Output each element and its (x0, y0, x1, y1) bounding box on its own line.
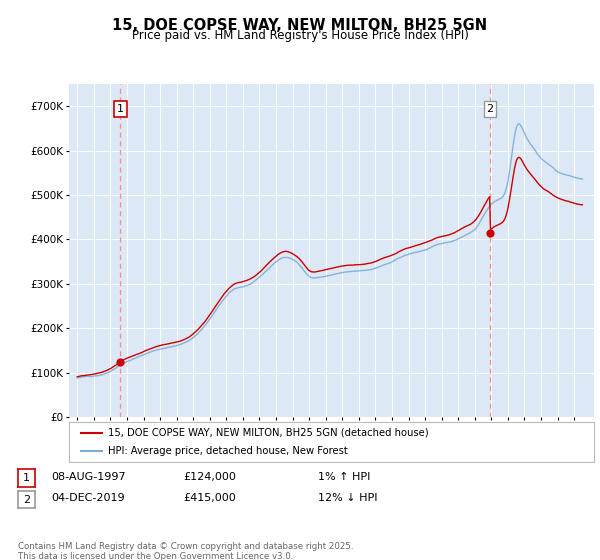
Text: 1% ↑ HPI: 1% ↑ HPI (318, 472, 370, 482)
Text: 12% ↓ HPI: 12% ↓ HPI (318, 493, 377, 503)
Text: 2: 2 (23, 494, 30, 505)
Point (116, 358, 125, 367)
Text: 15, DOE COPSE WAY, NEW MILTON, BH25 5GN (detached house): 15, DOE COPSE WAY, NEW MILTON, BH25 5GN … (109, 428, 429, 437)
Text: £415,000: £415,000 (183, 493, 236, 503)
Text: 2: 2 (487, 104, 494, 114)
Text: 15, DOE COPSE WAY, NEW MILTON, BH25 5GN: 15, DOE COPSE WAY, NEW MILTON, BH25 5GN (112, 18, 488, 33)
Text: £124,000: £124,000 (183, 472, 236, 482)
Text: HPI: Average price, detached house, New Forest: HPI: Average price, detached house, New … (109, 446, 348, 456)
Text: 08-AUG-1997: 08-AUG-1997 (51, 472, 125, 482)
Point (485, 228, 495, 237)
Text: 1: 1 (23, 473, 30, 483)
Text: 1: 1 (117, 104, 124, 114)
Text: 04-DEC-2019: 04-DEC-2019 (51, 493, 125, 503)
Text: Contains HM Land Registry data © Crown copyright and database right 2025.
This d: Contains HM Land Registry data © Crown c… (18, 542, 353, 560)
Text: Price paid vs. HM Land Registry's House Price Index (HPI): Price paid vs. HM Land Registry's House … (131, 29, 469, 42)
